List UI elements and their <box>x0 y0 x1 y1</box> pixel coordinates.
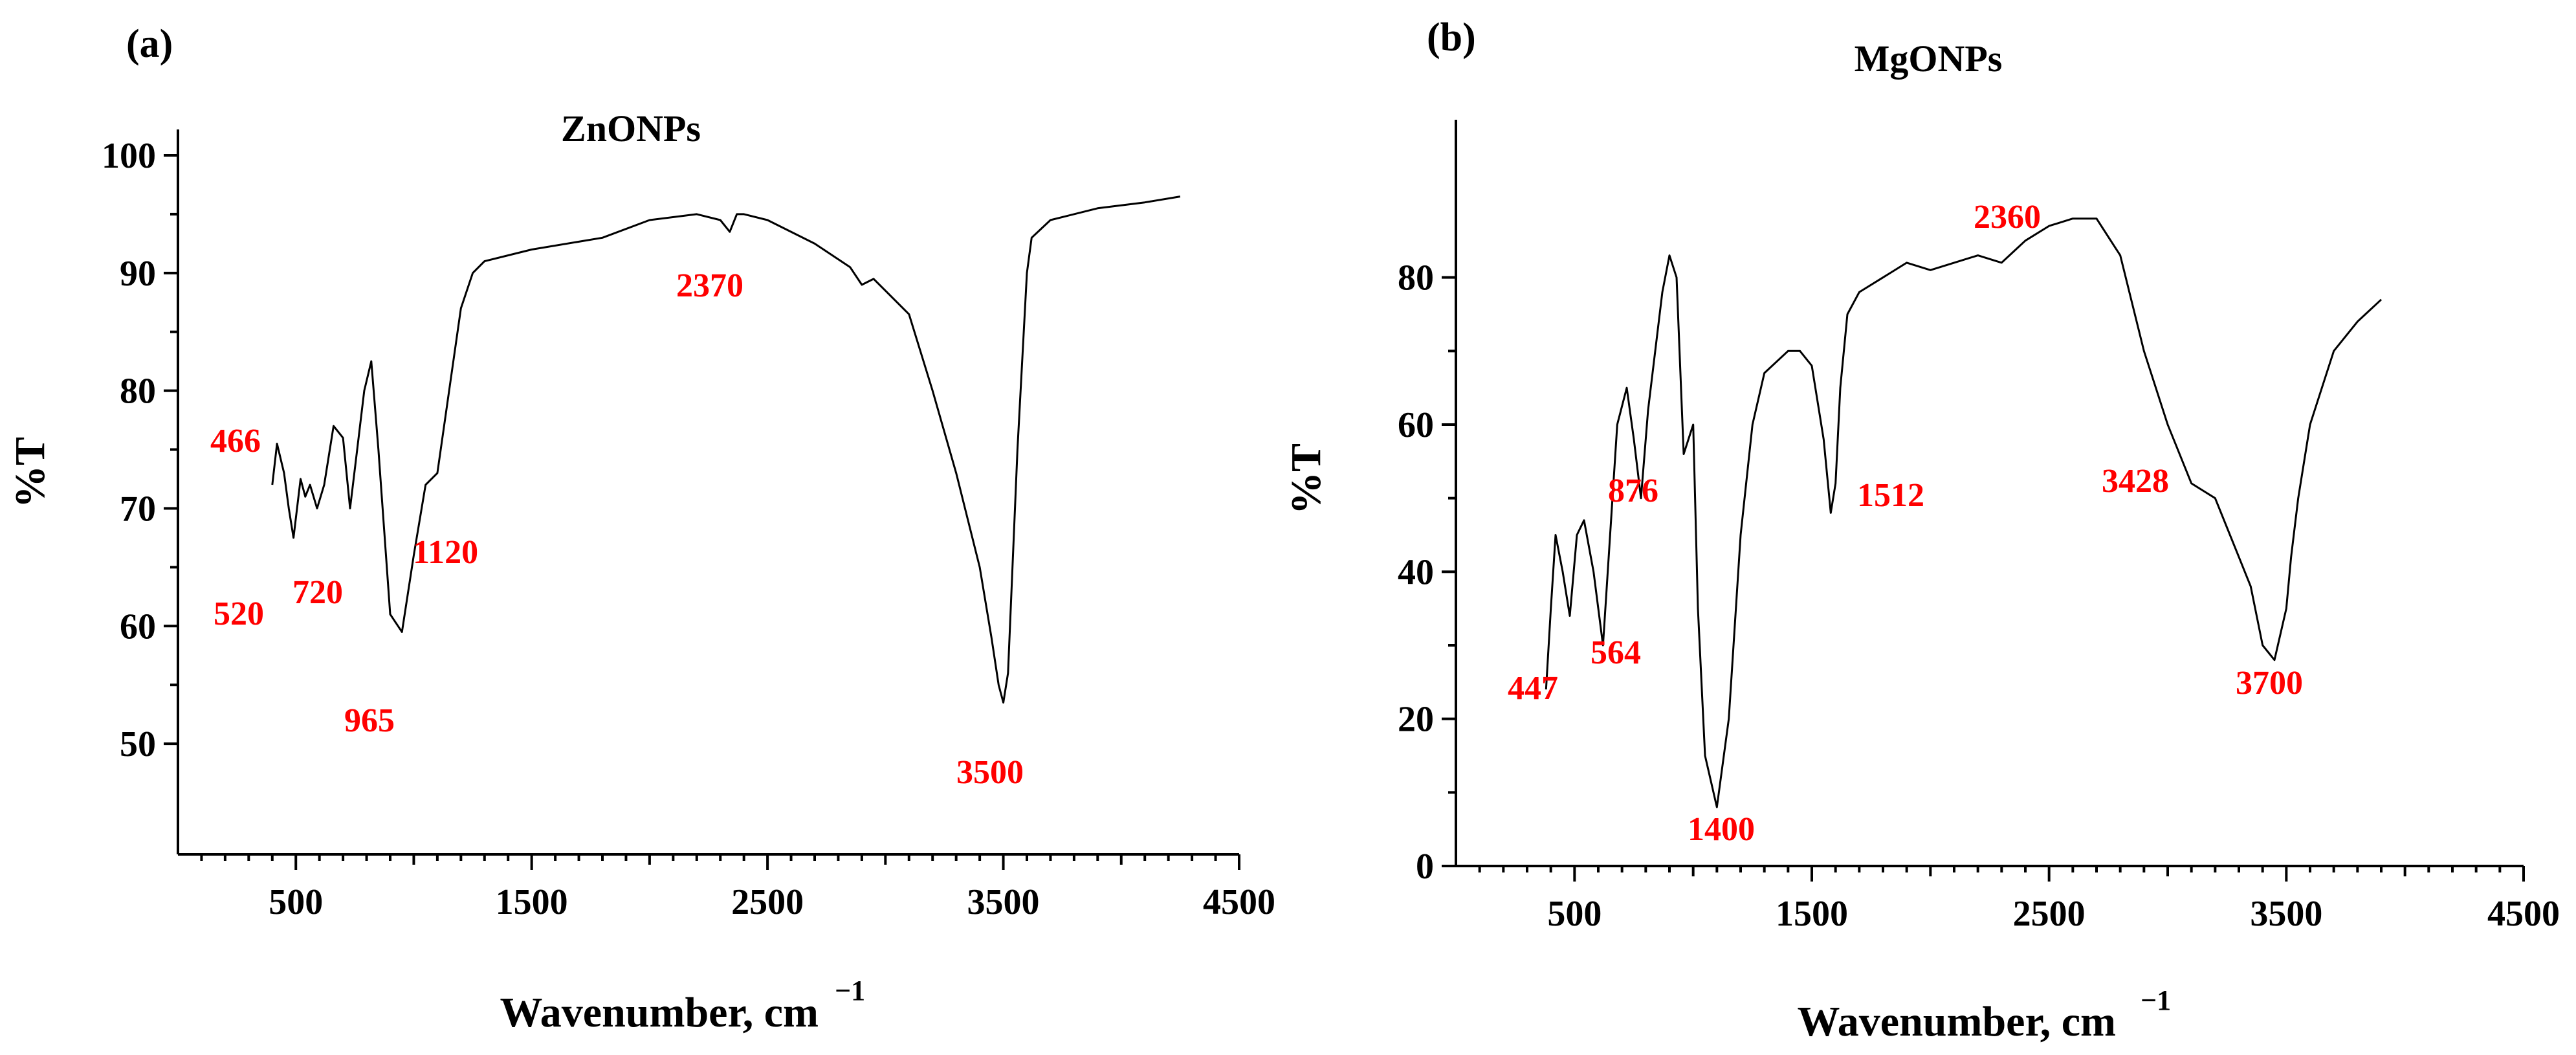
panel-b-y-tick-label-20: 20 <box>1398 700 1434 740</box>
peak-label-1120: 1120 <box>413 534 478 571</box>
panel-a-label: (a) <box>126 22 173 66</box>
panel-a-y-tick-label-90: 90 <box>120 254 156 294</box>
panel-a-x-axis-title-sup: −1 <box>835 975 865 1006</box>
panel-b-series <box>1545 217 2383 808</box>
panel-a-x-axis-title: Wavenumber, cm <box>500 989 819 1036</box>
panel-a-x-tick-label-1500: 1500 <box>496 882 568 922</box>
peak-label-876: 876 <box>1608 472 1658 509</box>
panel-a-x-ticks: 500 1500 2500 3500 4500 <box>200 854 1275 922</box>
panel-b-y-tick-label-60: 60 <box>1398 405 1434 445</box>
panel-b-label: (b) <box>1427 16 1476 60</box>
panel-a-y-tick-label-50: 50 <box>120 724 156 764</box>
panel-a: (a) ZnONPs 50 60 70 80 90 100 500 1500 2500 3500… <box>6 22 1275 1036</box>
panel-a-x-tick-label-3500: 3500 <box>967 882 1040 922</box>
panel-a-y-tick-label-100: 100 <box>102 136 156 176</box>
panel-a-peak-labels: 466 520 720 965 1120 2370 3500 <box>210 267 1024 791</box>
peak-label-447: 447 <box>1508 670 1558 707</box>
peak-label-2370: 2370 <box>676 267 743 304</box>
panel-b-y-tick-label-0: 0 <box>1416 847 1434 887</box>
peak-label-520: 520 <box>214 595 264 632</box>
panel-b-x-tick-label-2500: 2500 <box>2013 894 2086 934</box>
panel-a-y-tick-label-80: 80 <box>120 372 156 412</box>
panel-b-x-tick-label-3500: 3500 <box>2250 894 2322 934</box>
panel-a-y-axis-title: %T <box>6 437 54 508</box>
peak-label-466: 466 <box>210 423 261 460</box>
panel-b-y-tick-label-80: 80 <box>1398 258 1434 298</box>
series-line-ZnONPs <box>271 195 1181 704</box>
panel-a-x-tick-label-4500: 4500 <box>1203 882 1275 922</box>
panel-b: (b) MgONPs 0 20 40 60 80 500 1500 2500 3500 4500… <box>1282 16 2560 1045</box>
peak-label-3428: 3428 <box>2102 463 2169 500</box>
panel-b-x-tick-label-1500: 1500 <box>1776 894 1848 934</box>
panel-b-y-ticks: 0 20 40 60 80 <box>1398 258 1456 887</box>
panel-b-y-axis-title: %T <box>1282 443 1330 515</box>
panel-b-title: MgONPs <box>1855 38 2003 80</box>
panel-b-y-tick-label-40: 40 <box>1398 552 1434 592</box>
panel-b-peak-labels: 447 564 876 1400 1512 2360 3428 3700 <box>1508 199 2303 848</box>
panel-b-x-tick-label-500: 500 <box>1547 894 1602 934</box>
peak-label-1512: 1512 <box>1857 477 1924 514</box>
peak-label-720: 720 <box>292 574 343 611</box>
peak-label-1400: 1400 <box>1688 811 1755 848</box>
panel-b-x-tick-label-4500: 4500 <box>2487 894 2560 934</box>
peak-label-3500: 3500 <box>956 754 1024 791</box>
peak-label-564: 564 <box>1591 634 1641 671</box>
panel-a-x-tick-label-500: 500 <box>269 882 323 922</box>
panel-a-series <box>271 195 1181 704</box>
peak-label-965: 965 <box>344 702 395 739</box>
peak-label-2360: 2360 <box>1974 199 2041 236</box>
panel-b-x-ticks: 500 1500 2500 3500 4500 <box>1478 866 2560 934</box>
panel-a-y-tick-label-70: 70 <box>120 489 156 529</box>
panel-a-x-tick-label-2500: 2500 <box>731 882 804 922</box>
panel-b-x-axis-title-sup: −1 <box>2141 984 2171 1016</box>
peak-label-3700: 3700 <box>2236 665 2303 702</box>
series-line-MgONPs <box>1545 217 2383 808</box>
panel-a-title: ZnONPs <box>561 107 701 150</box>
panel-a-y-ticks: 50 60 70 80 90 100 <box>102 136 178 764</box>
panel-b-x-axis-title: Wavenumber, cm <box>1797 998 2116 1045</box>
panel-a-y-tick-label-60: 60 <box>120 606 156 647</box>
